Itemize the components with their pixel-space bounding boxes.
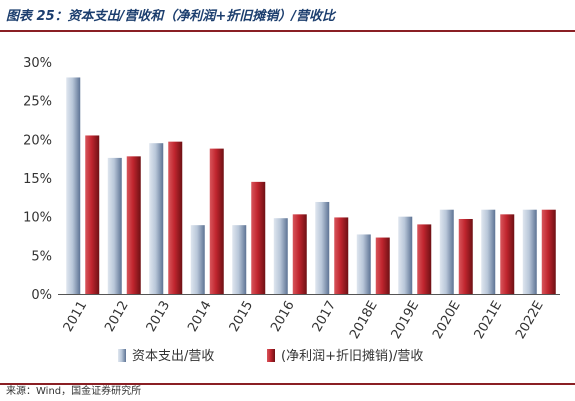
y-tick-label: 25% [23, 95, 52, 110]
bar-cashflow-ratio [209, 148, 224, 294]
bar-capex-ratio [232, 225, 247, 294]
legend: 资本支出/营收 (净利润+折旧摊销)/营收 [118, 349, 423, 364]
x-tick-label: 2022E [513, 299, 547, 342]
x-axis-ticks: 2011 2012 2013 2014 2015 2016 2017 2018E 2019E 20… [61, 299, 547, 342]
bar-capex-ratio [149, 143, 164, 294]
bar-cashflow-ratio [541, 209, 556, 294]
bars [66, 77, 556, 294]
legend-swatch-cashflow [267, 349, 275, 362]
source-rule [0, 383, 575, 385]
bar-capex-ratio [481, 209, 496, 294]
bar-cashflow-ratio [292, 214, 307, 294]
bar-capex-ratio [522, 209, 537, 294]
legend-label-cashflow: (净利润+折旧摊销)/营收 [281, 349, 423, 364]
y-tick-label: 10% [23, 211, 52, 226]
figure-title: 图表 25：资本支出/营收和（净利润+折旧摊销）/营收比 [6, 9, 336, 24]
x-tick-label: 2017 [310, 299, 340, 335]
y-axis-ticks: 0% 5% 10% 15% 20% 25% 30% [23, 56, 52, 303]
y-tick-label: 20% [23, 133, 52, 148]
bar-capex-ratio [439, 209, 454, 294]
bar-cashflow-ratio [458, 218, 473, 294]
bar-capex-ratio [273, 218, 288, 294]
bar-capex-ratio [398, 216, 413, 294]
x-tick-label: 2015 [227, 299, 257, 335]
bar-cashflow-ratio [85, 135, 100, 294]
bar-capex-ratio [66, 77, 81, 294]
y-tick-label: 15% [23, 172, 52, 187]
bar-cashflow-ratio [417, 224, 432, 294]
x-tick-label: 2011 [61, 299, 91, 335]
bar-capex-ratio [190, 225, 205, 294]
x-tick-label: 2020E [430, 299, 464, 342]
bar-cashflow-ratio [126, 156, 141, 294]
bar-chart: 0% 5% 10% 15% 20% 25% 30% 2011 2012 2013 2014 2015… [23, 56, 560, 364]
bar-cashflow-ratio [251, 181, 266, 294]
x-tick-label: 2013 [144, 299, 174, 335]
bar-capex-ratio [315, 201, 330, 294]
bar-cashflow-ratio [168, 141, 183, 294]
legend-swatch-capex [118, 349, 126, 362]
bar-cashflow-ratio [334, 217, 349, 294]
source-note: 来源：Wind，国金证券研究所 [6, 386, 142, 397]
title-rule [0, 30, 575, 32]
x-tick-label: 2014 [185, 299, 215, 335]
bar-cashflow-ratio [500, 214, 515, 294]
x-tick-label: 2012 [102, 299, 132, 335]
x-tick-label: 2018E [347, 299, 381, 342]
bar-capex-ratio [356, 234, 371, 294]
y-tick-label: 0% [31, 288, 52, 303]
x-tick-label: 2016 [268, 299, 298, 335]
bar-capex-ratio [107, 157, 122, 294]
y-tick-label: 5% [31, 249, 52, 264]
x-tick-label: 2021E [472, 299, 506, 342]
legend-label-capex: 资本支出/营收 [132, 349, 214, 364]
y-tick-label: 30% [23, 56, 52, 71]
x-tick-label: 2019E [389, 299, 423, 342]
bar-cashflow-ratio [375, 237, 390, 294]
